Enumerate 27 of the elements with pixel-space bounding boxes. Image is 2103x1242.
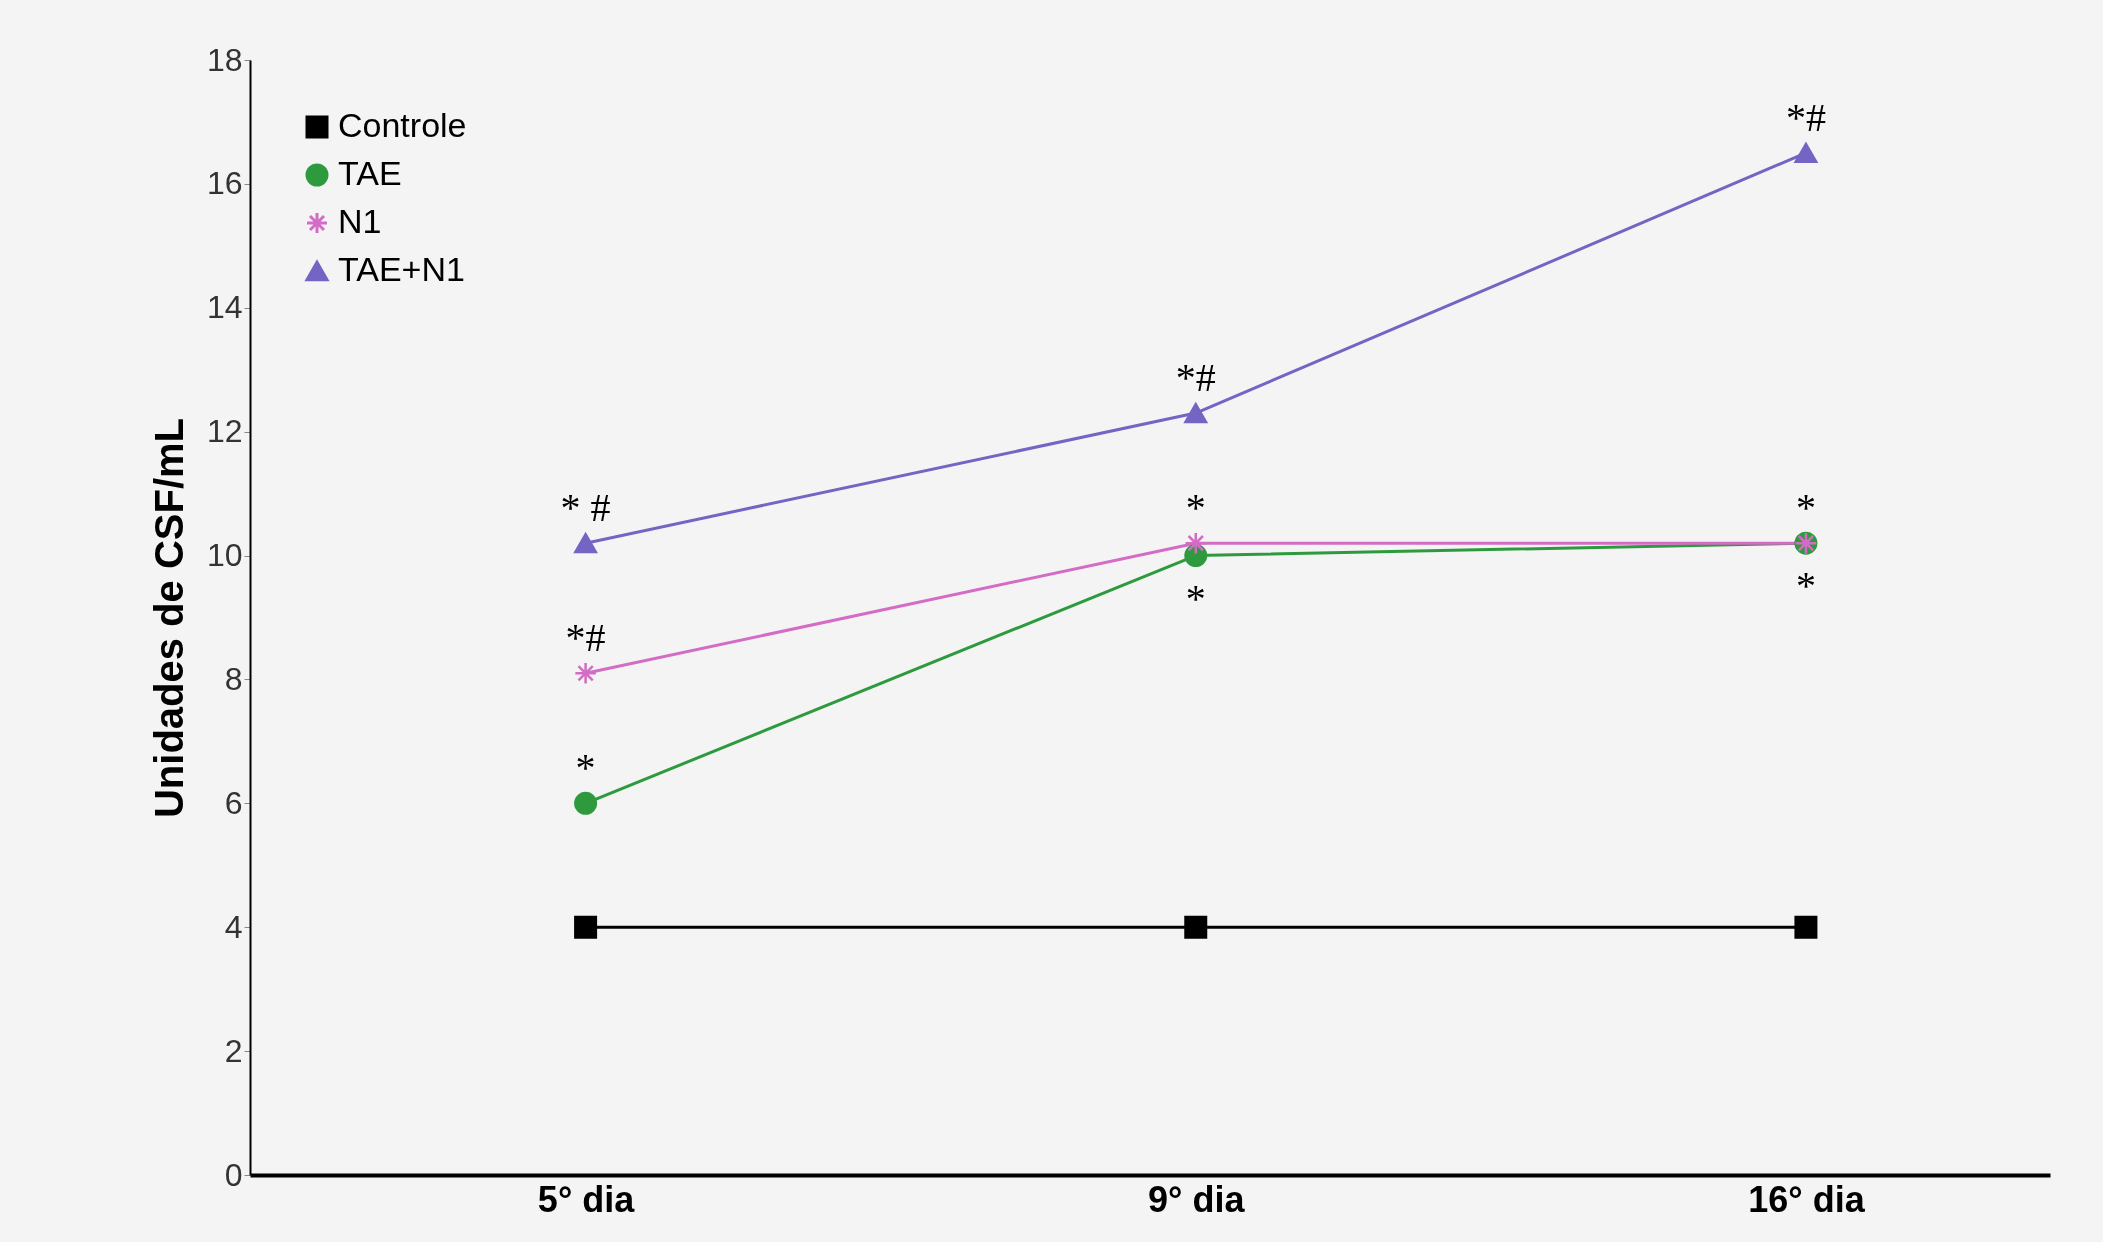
legend-label: TAE+N1 (338, 250, 465, 288)
y-tick-label: 8 (224, 660, 243, 697)
legend-label: N1 (338, 202, 382, 240)
y-tick-label: 2 (224, 1032, 243, 1069)
x-tick-label: 5° dia (537, 1178, 636, 1220)
annotation: * (1185, 575, 1206, 621)
annotation: * (1795, 563, 1816, 609)
y-axis-title: Unidades de CSF/mL (146, 417, 191, 819)
legend-label: TAE (338, 154, 402, 192)
y-tick-label: 6 (224, 784, 243, 821)
annotation: * # (560, 485, 611, 531)
annotation: *# (1175, 355, 1216, 401)
annotation: * (1795, 485, 1816, 531)
annotation: *# (565, 615, 606, 661)
annotation: * (575, 745, 596, 791)
y-tick-label: 16 (206, 165, 243, 202)
y-tick-label: 0 (224, 1156, 243, 1193)
y-tick-label: 14 (206, 289, 243, 326)
x-tick-label: 9° dia (1148, 1178, 1246, 1220)
y-tick-label: 10 (206, 537, 243, 574)
y-tick-label: 4 (224, 908, 243, 945)
x-tick-label: 16° dia (1748, 1178, 1866, 1220)
annotation: * (1185, 485, 1206, 531)
legend-label: Controle (338, 106, 467, 144)
annotation: *# (1785, 94, 1826, 140)
y-tick-label: 12 (206, 413, 243, 450)
y-tick-label: 18 (206, 41, 243, 78)
